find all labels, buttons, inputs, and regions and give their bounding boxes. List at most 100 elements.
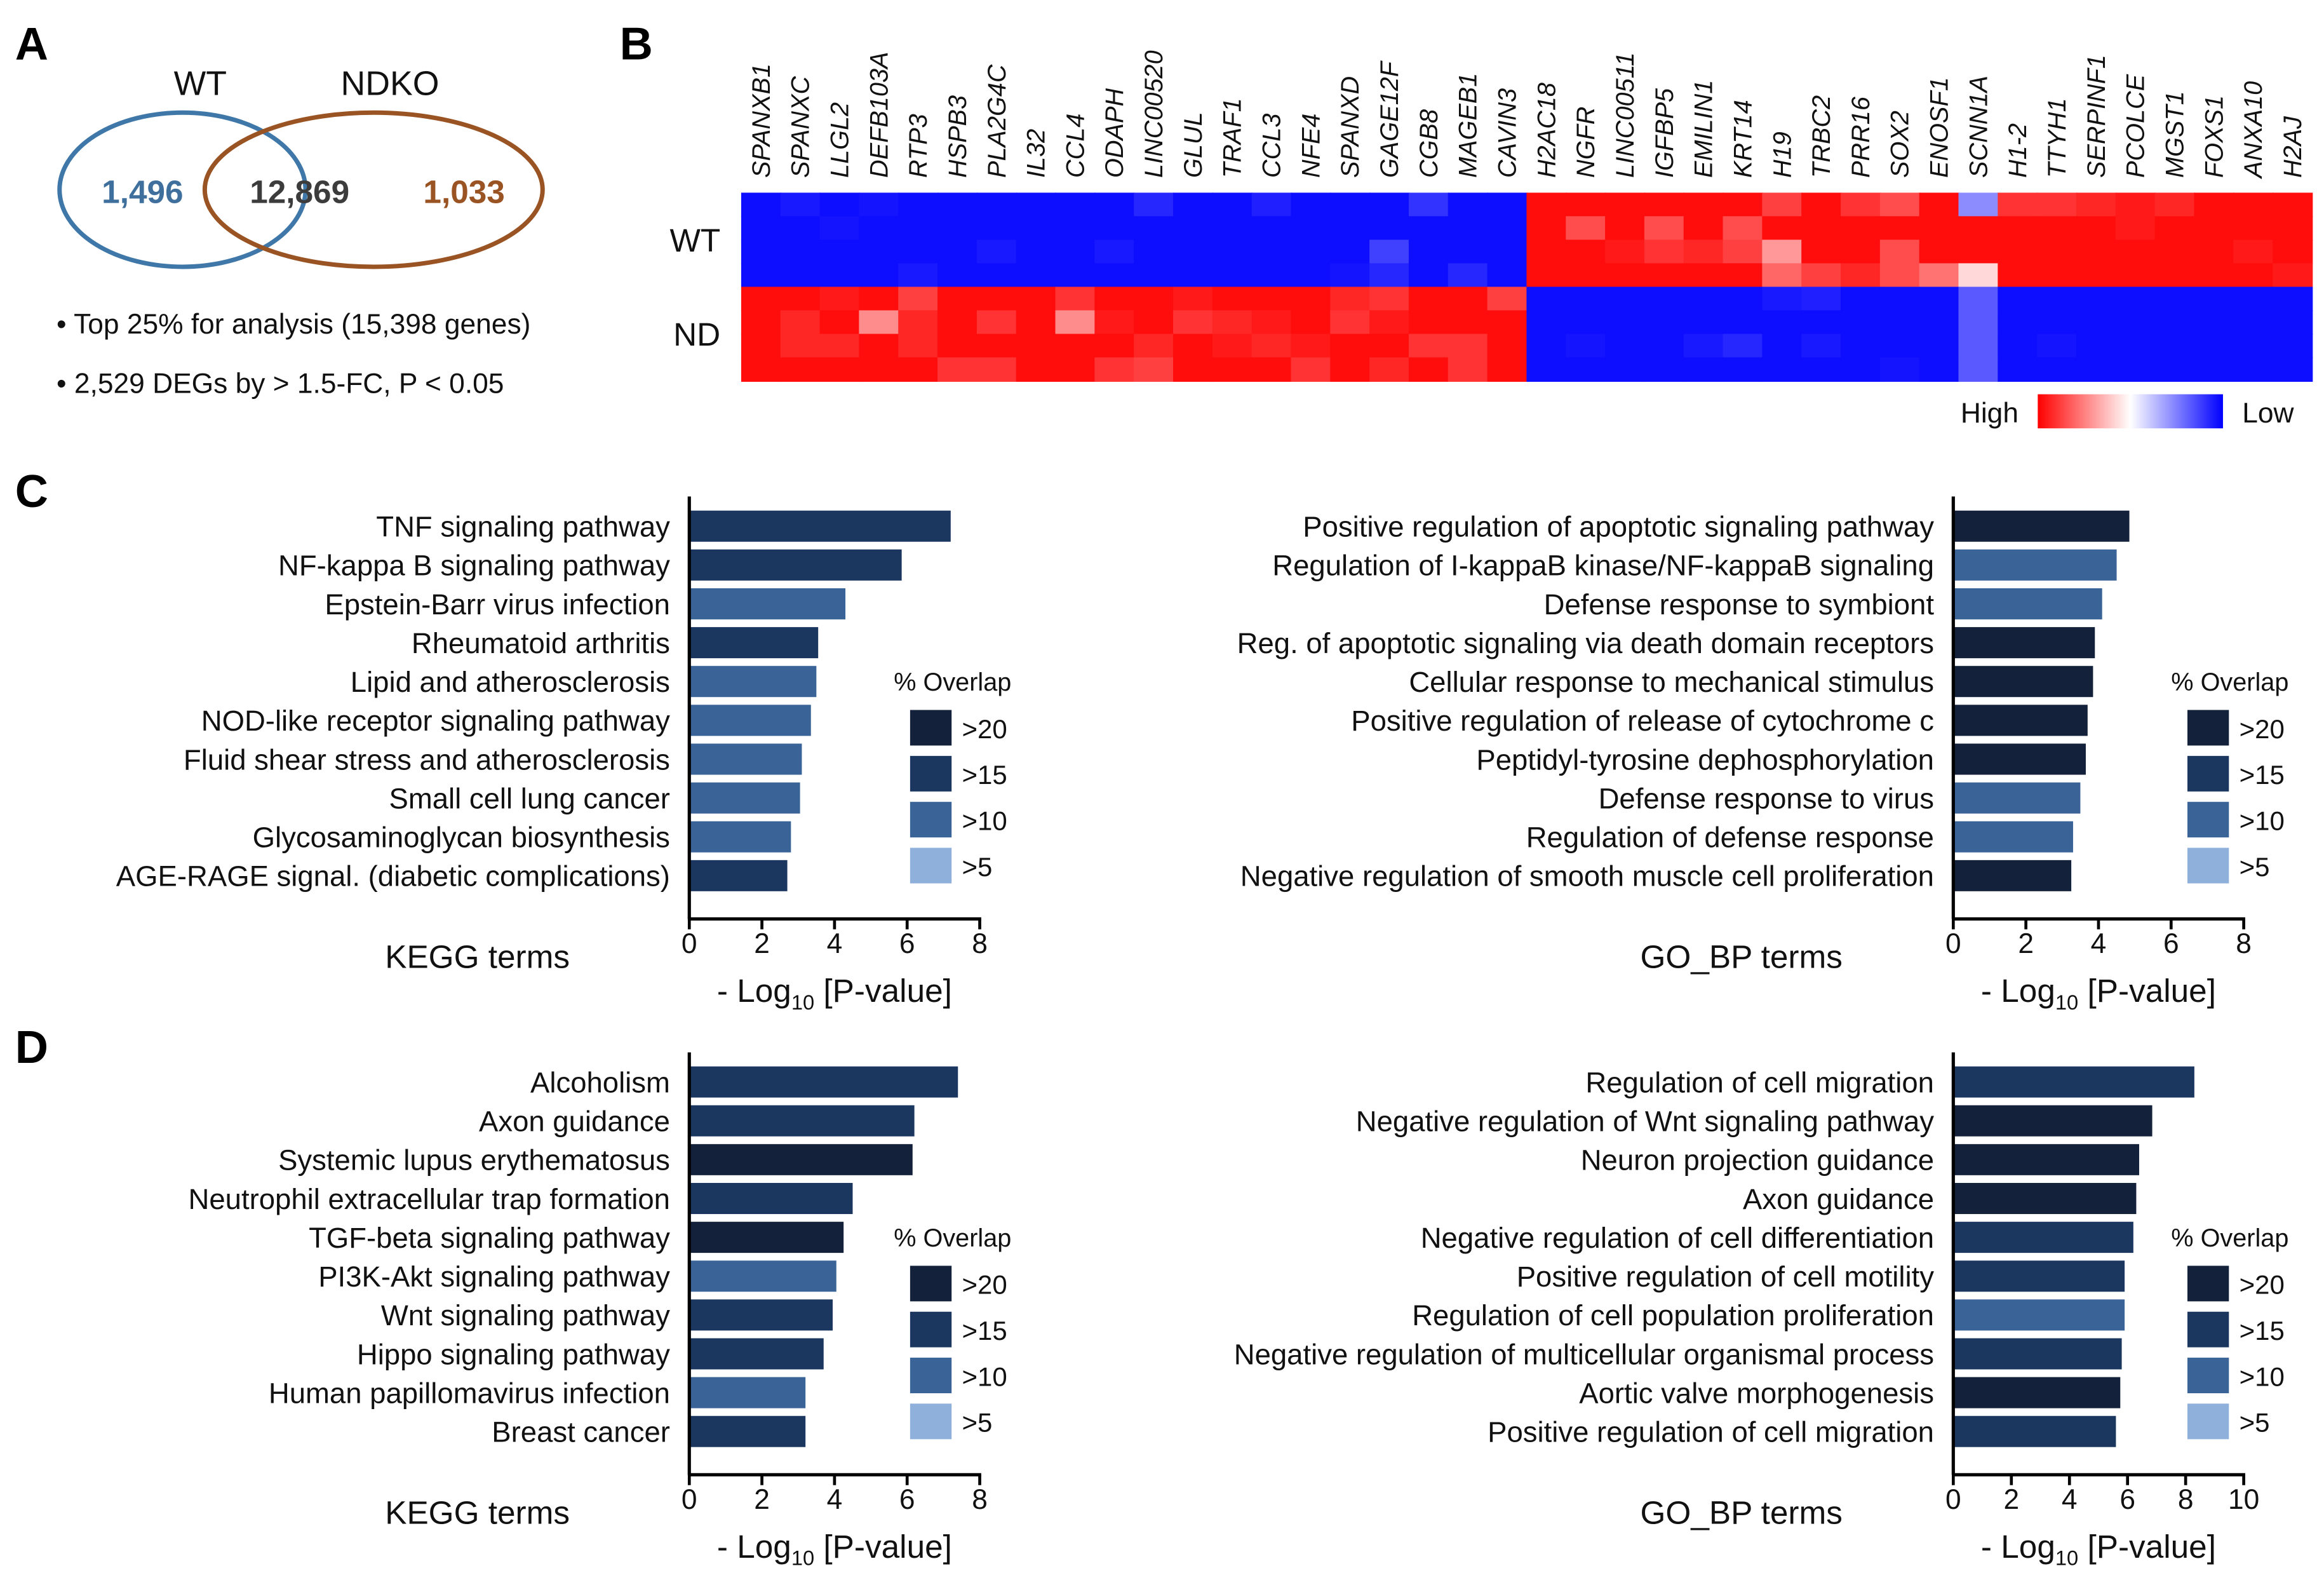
bar [689,782,800,814]
heatmap-cell [780,263,821,288]
heatmap-cell [2037,357,2078,382]
panel-label-c: C [15,466,48,517]
legend-swatch [2187,1358,2229,1394]
legend-label: >20 [962,1270,1007,1300]
heatmap-cell [1605,216,1646,241]
heatmap-cell [1291,216,1331,241]
x-tick-label: 4 [2062,1484,2078,1515]
term-label: Human papillomavirus infection [269,1377,670,1409]
bar-chart-d-kegg: Alcoholism Axon guidance Systemic lupus er… [189,1052,1011,1570]
bar [1953,1105,2153,1137]
legend-low-label: Low [2242,398,2294,429]
x-tick-label: 0 [1945,928,1961,959]
term-label: Peptidyl-tyrosine dephosphorylation [1476,743,1934,776]
heatmap-cell [1408,240,1449,264]
heatmap-cell [2115,357,2156,382]
heatmap-cell [741,263,782,288]
bar [1953,1066,2194,1098]
heatmap-cell [1526,240,1567,264]
legend-title: % Overlap [2171,668,2288,696]
gene-label: TRAF1 [1219,98,1247,178]
x-axis-label: - Log10 [P-value] [1981,973,2216,1014]
heatmap-cell [1801,334,1842,358]
heatmap-cell [1683,357,1724,382]
heatmap-cell [1723,357,1763,382]
x-tick-label: 2 [2018,928,2034,959]
legend-label: >5 [962,1408,993,1438]
heatmap-cell [1919,310,1959,335]
heatmap-cell [1251,263,1292,288]
overlap-legend: % Overlap >20 >15 >10 >5 [894,668,1011,884]
heatmap-cell [2233,263,2274,288]
heatmap-cell [2115,240,2156,264]
overlap-legend: % Overlap >20 >15 >10 >5 [2171,668,2288,884]
heatmap-cell [819,310,860,335]
heatmap-cell [1723,263,1763,288]
heatmap-cell [2273,334,2313,358]
heatmap-cell [1369,216,1410,241]
legend-title: % Overlap [2171,1224,2288,1252]
term-label: Positive regulation of cell motility [1517,1260,1935,1293]
heatmap-cell [1447,263,1488,288]
heatmap-cell [1998,287,2038,311]
legend-swatch [910,755,952,792]
heatmap-cell [1801,310,1842,335]
heatmap-cell [1683,263,1724,288]
heatmap-cell [976,310,1018,335]
x-tick-label: 6 [2119,1484,2135,1515]
heatmap-cell [1958,287,1999,311]
gene-label: CCL4 [1061,114,1089,178]
heatmap-cell [976,287,1018,311]
bar-chart-c-go-bp: Positive regulation of apoptotic signali… [1237,496,2288,1014]
heatmap-cell [1644,192,1685,217]
chart-title: GO_BP terms [1640,938,1842,975]
heatmap-cell [1683,192,1724,217]
bar [689,743,802,775]
legend-label: >15 [962,1316,1007,1346]
heatmap-cell [2194,240,2234,264]
heatmap-cell [2076,334,2117,358]
gene-label: TRBC2 [1808,95,1836,178]
bar [689,1066,958,1098]
legend-label: >10 [962,806,1007,835]
heatmap-cell [1447,287,1488,311]
heatmap-cell [2115,287,2156,311]
heatmap-cell [1016,287,1056,311]
heatmap-cell [2076,192,2117,217]
bar [689,1338,824,1370]
legend-label: >5 [2240,1408,2270,1438]
heatmap-cell [1919,240,1959,264]
heatmap-cell [1723,310,1763,335]
heatmap-cell [1408,263,1449,288]
heatmap-cell [1879,240,1921,264]
x-axis-label-suffix: [P-value] [814,1529,952,1565]
heatmap-cell [1762,192,1803,217]
heatmap-cell [1879,310,1921,335]
heatmap-cell [1251,240,1292,264]
heatmap-cell [1134,216,1174,241]
heatmap-cell [780,287,821,311]
heatmap-cell [1094,263,1135,288]
heatmap-cell [2273,240,2313,264]
heatmap-cell [2115,216,2156,241]
x-axis-label-subscript: 10 [2055,1546,2078,1570]
heatmap-cell [1172,192,1214,217]
heatmap-cell [1291,334,1331,358]
heatmap-cell [1447,192,1488,217]
heatmap-cell [780,240,821,264]
row-group-label-wt: WT [669,222,720,259]
heatmap-cell [1762,334,1803,358]
heatmap-cell [1841,310,1881,335]
heatmap-cell [819,357,860,382]
legend-label: >15 [2240,1316,2285,1346]
heatmap-cell [976,240,1018,264]
heatmap-cell [1919,216,1959,241]
heatmap-cell [859,263,899,288]
heatmap-cell [1408,287,1449,311]
heatmap-cell [1408,310,1449,335]
heatmap: SPANXB1 SPANXC LLGL2 DEFB103A RTP3 HSPB3 PLA2G… [669,50,2313,382]
heatmap-legend: High Low [1961,394,2295,429]
heatmap-cell [1762,216,1803,241]
heatmap-cell [1841,334,1881,358]
heatmap-cell [2233,334,2274,358]
